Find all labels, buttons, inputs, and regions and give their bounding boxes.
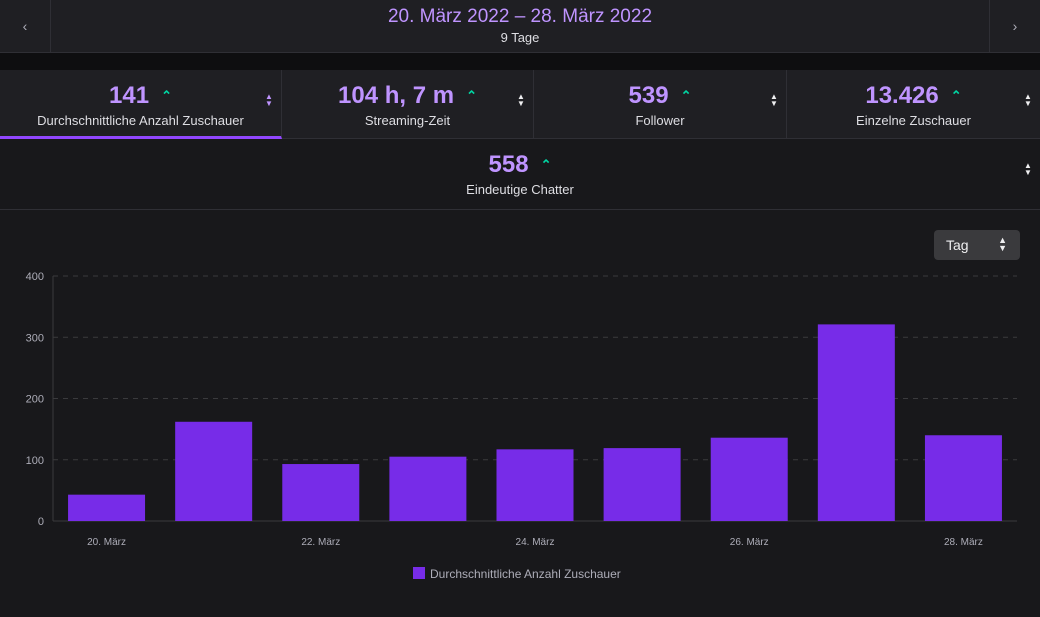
stat-value: 539: [628, 82, 669, 109]
header-divider: [0, 53, 1040, 70]
x-tick-label: 26. März: [730, 537, 769, 548]
granularity-value: Tag: [946, 237, 969, 253]
sort-updown-icon[interactable]: ▲ ▼: [1024, 92, 1032, 108]
bar: [817, 324, 895, 521]
stat-label: Streaming-Zeit: [364, 113, 451, 128]
chart-area: Tag ▲ ▼ 0 100 200 300 400 20. März 22. März 24. …: [0, 210, 1040, 612]
bar: [924, 435, 1002, 521]
previous-period-button[interactable]: ‹: [0, 0, 51, 52]
stat-value: 141: [109, 82, 150, 109]
stat-tab-avg-viewers[interactable]: 141 ⌃ Durchschnittliche Anzahl Zuschauer …: [0, 70, 282, 139]
stat-tab-unique-viewers[interactable]: 13.426 ⌃ Einzelne Zuschauer ▲ ▼: [787, 70, 1040, 139]
sort-updown-icon[interactable]: ▲ ▼: [770, 92, 778, 108]
chevron-right-icon: ›: [1012, 18, 1018, 34]
stat-label: Durchschnittliche Anzahl Zuschauer: [37, 113, 244, 128]
caret-up-icon: ⌃: [540, 157, 552, 172]
legend-swatch: [413, 567, 425, 579]
stat-label: Follower: [635, 113, 685, 128]
y-tick-label: 200: [26, 394, 44, 406]
avg-viewers-chart: 0 100 200 300 400 20. März 22. März 24. März 26.…: [26, 271, 1017, 581]
stat-tab-followers[interactable]: 539 ⌃ Follower ▲ ▼: [534, 70, 787, 139]
bar: [389, 456, 467, 521]
stat-label: Eindeutige Chatter: [466, 182, 574, 197]
bar: [603, 448, 681, 521]
x-tick-label: 22. März: [301, 537, 340, 548]
stat-label: Einzelne Zuschauer: [856, 113, 971, 128]
x-tick-label: 28. März: [944, 537, 983, 548]
sort-updown-icon[interactable]: ▲ ▼: [265, 92, 273, 108]
x-tick-label: 20. März: [87, 537, 126, 548]
next-period-button[interactable]: ›: [989, 0, 1040, 52]
caret-up-icon: ⌃: [161, 88, 172, 103]
bar: [282, 464, 360, 521]
date-range: 20. März 2022 – 28. März 2022 9 Tage: [50, 0, 990, 52]
bar: [68, 494, 146, 521]
y-tick-label: 300: [26, 332, 44, 344]
bar: [710, 437, 788, 521]
stat-tab-unique-chatters[interactable]: 558 ⌃ Eindeutige Chatter ▲ ▼: [0, 139, 1040, 210]
sort-updown-icon[interactable]: ▲ ▼: [517, 92, 525, 108]
stat-tab-streaming-time[interactable]: 104 h, 7 m ⌃ Streaming-Zeit ▲ ▼: [282, 70, 534, 139]
caret-up-icon: ⌃: [466, 88, 477, 103]
y-tick-label: 0: [38, 516, 44, 528]
stat-value: 13.426: [865, 82, 939, 109]
bar: [496, 449, 574, 521]
date-range-title: 20. März 2022 – 28. März 2022: [387, 6, 653, 27]
granularity-select[interactable]: Tag ▲ ▼: [934, 230, 1020, 260]
chevron-updown-icon: ▲ ▼: [998, 235, 1007, 253]
x-tick-label: 24. März: [516, 537, 555, 548]
stat-value: 104 h, 7 m: [338, 82, 455, 109]
date-range-header: ‹ 20. März 2022 – 28. März 2022 9 Tage ›: [0, 0, 1040, 53]
y-tick-label: 400: [26, 271, 44, 283]
legend-label: Durchschnittliche Anzahl Zuschauer: [430, 567, 621, 581]
stat-value: 558: [488, 151, 529, 178]
sort-updown-icon[interactable]: ▲ ▼: [1024, 161, 1032, 177]
caret-up-icon: ⌃: [680, 88, 692, 103]
caret-up-icon: ⌃: [950, 88, 962, 103]
date-range-length: 9 Tage: [500, 30, 540, 45]
bar: [175, 421, 253, 521]
y-tick-label: 100: [26, 455, 44, 467]
chevron-left-icon: ‹: [22, 18, 28, 34]
